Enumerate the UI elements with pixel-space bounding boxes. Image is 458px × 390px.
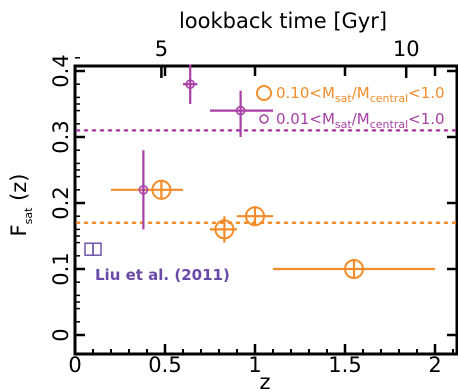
x-tick-label: 0 bbox=[68, 353, 81, 377]
legend-text-sub2-2: central bbox=[370, 118, 408, 131]
x-tick-label: 2 bbox=[428, 353, 441, 377]
y-tick-label: 0.2 bbox=[49, 186, 73, 219]
legend-text-sub1-1: sat bbox=[335, 92, 352, 105]
plot-frame bbox=[73, 64, 458, 356]
top-tick-label: 5 bbox=[155, 37, 168, 61]
y-tick-label: 0.3 bbox=[49, 120, 73, 153]
point-marker bbox=[235, 105, 246, 116]
legend-text-suffix-2: <1.0 bbox=[408, 110, 444, 128]
legend-text-prefix-1: 0.10<M bbox=[276, 84, 335, 102]
point-marker bbox=[214, 219, 235, 240]
legend-marker-series-1 bbox=[256, 85, 272, 101]
liu-box-left bbox=[84, 242, 94, 256]
data-marks bbox=[111, 64, 435, 279]
y-axis-label-suffix: (z) bbox=[7, 174, 31, 201]
y-tick-label: 0.1 bbox=[49, 252, 73, 285]
top-tick-label: 10 bbox=[393, 37, 420, 61]
legend: 0.10<Msat/Mcentral<1.0 0.01<Msat/Mcentra… bbox=[256, 84, 445, 131]
legend-text-sub1-2: sat bbox=[335, 118, 352, 131]
legend-text-mid-2: /M bbox=[352, 110, 370, 128]
y-axis-label: Fsat (z) bbox=[7, 174, 35, 237]
point-marker bbox=[344, 259, 364, 279]
data-point-series-2-1 bbox=[138, 150, 149, 230]
x-axis-label: z bbox=[259, 370, 270, 390]
liu-box-right bbox=[92, 242, 102, 256]
legend-text-mid-1: /M bbox=[352, 84, 370, 102]
svg-text:0.10<Msat/Mcentral<1.0: 0.10<Msat/Mcentral<1.0 bbox=[276, 84, 445, 105]
liu-annotation-text: Liu et al. (2011) bbox=[95, 266, 230, 284]
legend-text-prefix-2: 0.01<M bbox=[276, 110, 335, 128]
liu-marker bbox=[84, 242, 102, 256]
x-tick-label: 1 bbox=[248, 353, 261, 377]
svg-text:0.01<Msat/Mcentral<1.0: 0.01<Msat/Mcentral<1.0 bbox=[276, 110, 445, 131]
reference-lines bbox=[75, 129, 457, 225]
legend-text-sub2-1: central bbox=[370, 92, 408, 105]
point-marker bbox=[151, 179, 172, 200]
x-tick-label: 0.5 bbox=[148, 353, 181, 377]
point-marker bbox=[245, 206, 265, 227]
y-tick-label: 0 bbox=[49, 328, 73, 341]
data-point-series-1-3 bbox=[237, 206, 273, 227]
point-marker bbox=[185, 79, 195, 89]
liu-annotation: Liu et al. (2011) bbox=[84, 242, 230, 284]
legend-entry-series-1: 0.10<Msat/Mcentral<1.0 bbox=[256, 84, 445, 105]
y-axis-label-main: F bbox=[7, 224, 31, 236]
data-point-series-1-2 bbox=[210, 216, 237, 243]
legend-entry-series-2: 0.01<Msat/Mcentral<1.0 bbox=[259, 110, 445, 131]
legend-text-suffix-1: <1.0 bbox=[408, 84, 444, 102]
data-point-series-2-3 bbox=[210, 90, 273, 137]
legend-marker-series-2 bbox=[259, 114, 269, 124]
data-point-series-1-4 bbox=[273, 259, 435, 279]
point-marker bbox=[138, 185, 149, 195]
top-axis-title: lookback time [Gyr] bbox=[179, 9, 387, 33]
axis-ticks: 0 0.5 1 1.5 2 0 0.1 0.2 0.3 0.4 bbox=[49, 54, 457, 377]
data-point-series-2-2 bbox=[183, 64, 198, 104]
x-tick-label: 1.5 bbox=[328, 353, 361, 377]
top-axis-ticks: 5 10 bbox=[155, 37, 420, 78]
svg-text:Fsat (z): Fsat (z) bbox=[7, 174, 35, 237]
y-tick-label: 0.4 bbox=[49, 54, 73, 87]
y-axis-label-sub: sat bbox=[22, 207, 35, 224]
data-point-series-1-1 bbox=[141, 179, 183, 200]
